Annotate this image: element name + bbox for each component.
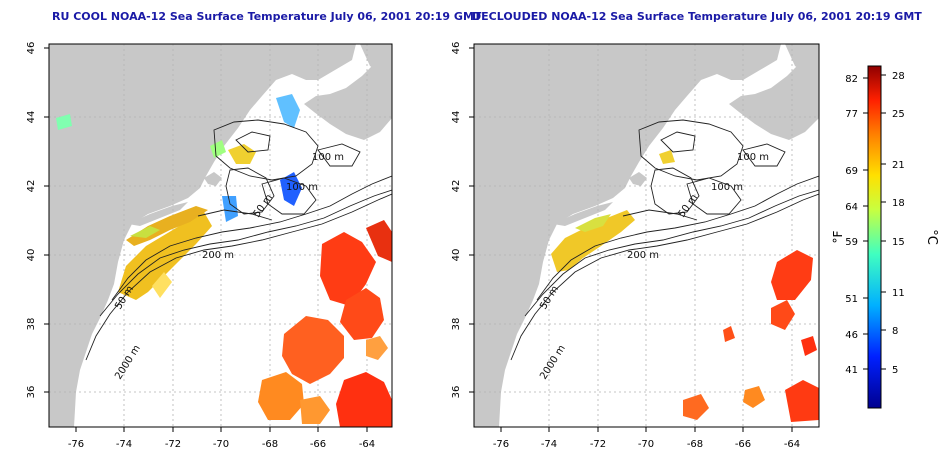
y-tick-label: 44 <box>451 111 462 124</box>
x-tick-label: -68 <box>687 439 703 450</box>
celsius-tick-label: 28 <box>892 71 905 82</box>
y-tick-label: 36 <box>26 386 37 399</box>
y-tick-label: 38 <box>451 318 462 331</box>
x-tick-label: -68 <box>262 439 278 450</box>
x-tick-label: -76 <box>493 439 509 450</box>
right-map-title: DECLOUDED NOAA-12 Sea Surface Temperatur… <box>472 10 922 23</box>
left-y-tick-labels: 46 44 42 40 38 36 <box>26 42 37 399</box>
y-tick-label: 42 <box>26 180 37 193</box>
right-land-newfoundland <box>785 44 819 74</box>
y-tick-label: 40 <box>451 249 462 262</box>
y-tick-label: 44 <box>26 111 37 124</box>
contour-label: 100 m <box>711 182 743 193</box>
left-land-newfoundland <box>360 44 392 74</box>
left-land-longisland <box>128 202 188 226</box>
left-land-capecod <box>204 172 222 186</box>
x-tick-label: -76 <box>68 439 84 450</box>
left-axis-ticks <box>44 47 368 432</box>
y-tick-label: 46 <box>451 42 462 55</box>
right-depth-contours <box>510 119 819 361</box>
left-land-mainland <box>49 44 356 427</box>
y-tick-label: 40 <box>26 249 37 262</box>
fahrenheit-tick-label: 46 <box>845 330 858 341</box>
celsius-tick-label: 25 <box>892 109 905 120</box>
colorbar-fahrenheit-labels: 82 77 69 64 59 51 46 41 <box>845 74 858 376</box>
x-tick-label: -66 <box>310 439 326 450</box>
contour-label: 100 m <box>286 182 318 193</box>
contour-label: 200 m <box>627 250 659 261</box>
left-x-tick-labels: -76 -74 -72 -70 -68 -66 -64 <box>68 439 375 450</box>
left-map-panel: 100 m 100 m 50 m 200 m 50 m 2000 m -76 -… <box>26 42 393 450</box>
y-tick-label: 36 <box>451 386 462 399</box>
right-land-mainland <box>474 44 781 427</box>
celsius-tick-label: 21 <box>892 160 905 171</box>
x-tick-label: -74 <box>541 439 557 450</box>
celsius-unit-label: °C <box>924 229 939 245</box>
right-land-capecod <box>629 172 647 186</box>
right-y-tick-labels: 46 44 42 40 38 36 <box>451 42 462 399</box>
x-tick-label: -64 <box>359 439 375 450</box>
left-sst-field <box>56 94 392 427</box>
x-tick-label: -72 <box>165 439 181 450</box>
x-tick-label: -74 <box>116 439 132 450</box>
fahrenheit-tick-label: 59 <box>845 237 858 248</box>
fahrenheit-tick-label: 69 <box>845 166 858 177</box>
fahrenheit-tick-label: 64 <box>845 202 858 213</box>
y-tick-label: 46 <box>26 42 37 55</box>
y-tick-label: 38 <box>26 318 37 331</box>
fahrenheit-tick-label: 51 <box>845 294 858 305</box>
x-tick-label: -70 <box>638 439 654 450</box>
x-tick-label: -70 <box>213 439 229 450</box>
x-tick-label: -72 <box>590 439 606 450</box>
colorbar-celsius-labels: 28 25 21 18 15 11 8 5 <box>892 71 905 376</box>
contour-label: 100 m <box>737 152 769 163</box>
celsius-tick-label: 8 <box>892 326 898 337</box>
y-tick-label: 42 <box>451 180 462 193</box>
right-sst-field <box>551 150 819 422</box>
contour-label: 200 m <box>202 250 234 261</box>
x-tick-label: -66 <box>735 439 751 450</box>
left-map-title: RU COOL NOAA-12 Sea Surface Temperature … <box>52 10 482 23</box>
right-land-longisland <box>553 202 613 226</box>
fahrenheit-tick-label: 77 <box>845 109 858 120</box>
right-axis-ticks <box>469 47 793 432</box>
x-tick-label: -64 <box>784 439 800 450</box>
left-depth-contours <box>85 119 392 361</box>
left-land-novascotia <box>304 44 392 140</box>
contour-label: 100 m <box>312 152 344 163</box>
colorbar-gradient <box>867 65 882 409</box>
celsius-tick-label: 11 <box>892 288 905 299</box>
right-x-tick-labels: -76 -74 -72 -70 -68 -66 -64 <box>493 439 800 450</box>
fahrenheit-unit-label: °F <box>831 230 845 243</box>
temperature-colorbar: 82 77 69 64 59 51 46 41 28 25 21 18 15 1… <box>831 65 939 409</box>
fahrenheit-tick-label: 41 <box>845 365 858 376</box>
celsius-tick-label: 5 <box>892 365 898 376</box>
fahrenheit-tick-label: 82 <box>845 74 858 85</box>
right-land-novascotia <box>729 44 819 140</box>
celsius-tick-label: 15 <box>892 237 905 248</box>
celsius-tick-label: 18 <box>892 198 905 209</box>
colorbar-ticks <box>863 74 886 370</box>
right-map-panel: 100 m 100 m 50 m 200 m 50 m 2000 m -76 -… <box>451 42 820 450</box>
